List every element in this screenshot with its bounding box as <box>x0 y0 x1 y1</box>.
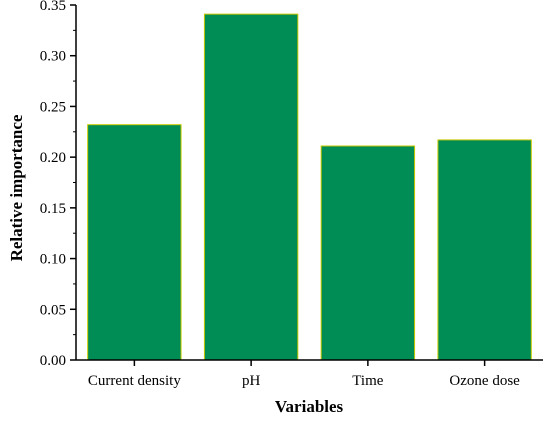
x-tick-label: Current density <box>88 373 181 389</box>
bar-current-density <box>87 124 182 361</box>
y-tick-label: 0.05 <box>40 302 66 318</box>
y-tick-label: 0.00 <box>40 353 66 369</box>
y-axis-title: Relative importance <box>7 114 26 261</box>
x-tick-label: Time <box>352 373 383 389</box>
x-tick-label: Ozone dose <box>449 373 520 389</box>
x-ticks-group: Current density pH Time Ozone dose <box>88 360 520 389</box>
x-tick-label: pH <box>242 373 261 389</box>
y-tick-label: 0.35 <box>40 0 66 14</box>
y-tick-label: 0.15 <box>40 201 66 217</box>
bar-ozone-dose <box>437 139 532 361</box>
y-tick-label: 0.30 <box>40 49 66 65</box>
x-axis-title: Variables <box>275 397 344 416</box>
y-tick-label: 0.25 <box>40 99 66 115</box>
y-tick-label: 0.10 <box>40 252 66 268</box>
y-tick-label: 0.20 <box>40 150 66 166</box>
bar-ph <box>203 13 299 361</box>
bars-group <box>87 13 532 361</box>
y-ticks-group: 0.00 0.05 0.10 0.15 0.20 0.25 0.30 0.35 <box>40 0 76 369</box>
bar-time <box>320 145 416 361</box>
